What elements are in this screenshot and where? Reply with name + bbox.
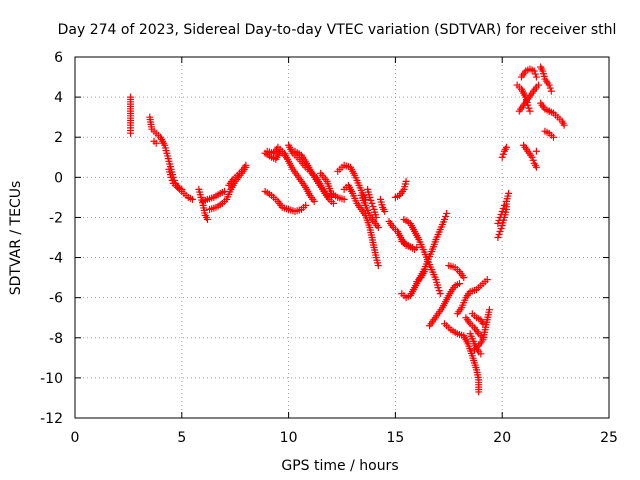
data-point <box>532 163 540 171</box>
data-point <box>531 70 539 78</box>
data-point <box>499 150 507 158</box>
grid <box>75 57 609 418</box>
data-point <box>526 107 534 115</box>
data-point <box>368 199 376 207</box>
data-point <box>381 207 389 215</box>
y-tick-label: 0 <box>54 170 63 186</box>
data-point <box>455 280 463 288</box>
data-point <box>477 350 485 358</box>
data-point <box>443 209 451 217</box>
data-point <box>152 139 160 147</box>
data-point <box>475 388 483 396</box>
x-axis-label: GPS time / hours <box>281 458 398 474</box>
y-tick-label: 4 <box>54 90 63 106</box>
y-tick-label: -8 <box>49 331 63 347</box>
data-point <box>369 202 377 210</box>
data-point <box>497 224 505 232</box>
data-point <box>505 189 513 197</box>
data-point <box>168 176 176 184</box>
data-point <box>460 274 468 282</box>
data-point <box>421 266 429 274</box>
data-point <box>532 73 540 81</box>
plot-frame <box>74 56 610 419</box>
data-point <box>167 173 175 181</box>
data-point <box>495 230 503 238</box>
y-axis-label: SDTVAR / TECUs <box>8 181 24 296</box>
data-point <box>302 201 310 209</box>
data-point <box>203 215 211 223</box>
data-point <box>497 210 505 218</box>
data-point <box>374 262 382 270</box>
data-point <box>496 227 504 235</box>
chart-title: Day 274 of 2023, Sidereal Day-to-day VTE… <box>58 22 617 38</box>
data-point <box>483 276 491 284</box>
data-point <box>496 213 504 221</box>
data-point <box>535 81 543 89</box>
data-point <box>436 290 444 298</box>
data-point <box>188 195 196 203</box>
data-point <box>495 216 503 224</box>
data-point <box>530 67 538 75</box>
y-tick-label: -12 <box>40 411 63 427</box>
y-tick-label: 6 <box>54 50 63 66</box>
data-point <box>329 199 337 207</box>
y-tick-label: 2 <box>54 130 63 146</box>
y-tick-label: -2 <box>49 210 63 226</box>
data-point <box>485 306 493 314</box>
data-point <box>560 121 568 129</box>
data-point <box>528 153 536 161</box>
data-point <box>372 213 380 221</box>
data-point <box>374 223 382 231</box>
data-point <box>499 204 507 212</box>
data-point <box>178 185 186 193</box>
data-point <box>498 207 506 215</box>
data-point <box>242 161 250 169</box>
data-point <box>127 129 135 137</box>
data-point <box>434 284 442 292</box>
x-tick-label: 15 <box>386 430 404 446</box>
data-point <box>435 287 443 295</box>
data-point <box>442 212 450 220</box>
data-point <box>441 215 449 223</box>
data-point <box>494 219 502 227</box>
data-point <box>549 133 557 141</box>
x-tick-label: 25 <box>600 430 618 446</box>
y-tick-label: -6 <box>49 291 63 307</box>
x-tick-label: 10 <box>280 430 298 446</box>
data-point <box>532 147 540 155</box>
data-point <box>547 87 555 95</box>
y-tick-label: -4 <box>49 251 63 267</box>
data-point <box>411 246 419 254</box>
data-point <box>502 143 510 151</box>
data-point <box>310 197 318 205</box>
x-tick-label: 20 <box>493 430 511 446</box>
data-point <box>340 195 348 203</box>
data-point <box>500 201 508 209</box>
data-point <box>479 320 487 328</box>
data-point <box>367 196 375 204</box>
data-point <box>545 81 553 89</box>
data-points <box>127 63 568 396</box>
data-point <box>402 177 410 185</box>
data-point <box>366 193 374 201</box>
data-point <box>546 84 554 92</box>
data-point <box>525 104 533 112</box>
data-point <box>529 156 537 164</box>
data-point <box>498 153 506 161</box>
x-tick-label: 5 <box>177 430 186 446</box>
x-tick-label: 0 <box>71 430 80 446</box>
data-point <box>494 234 502 241</box>
y-tick-label: -10 <box>40 371 63 387</box>
